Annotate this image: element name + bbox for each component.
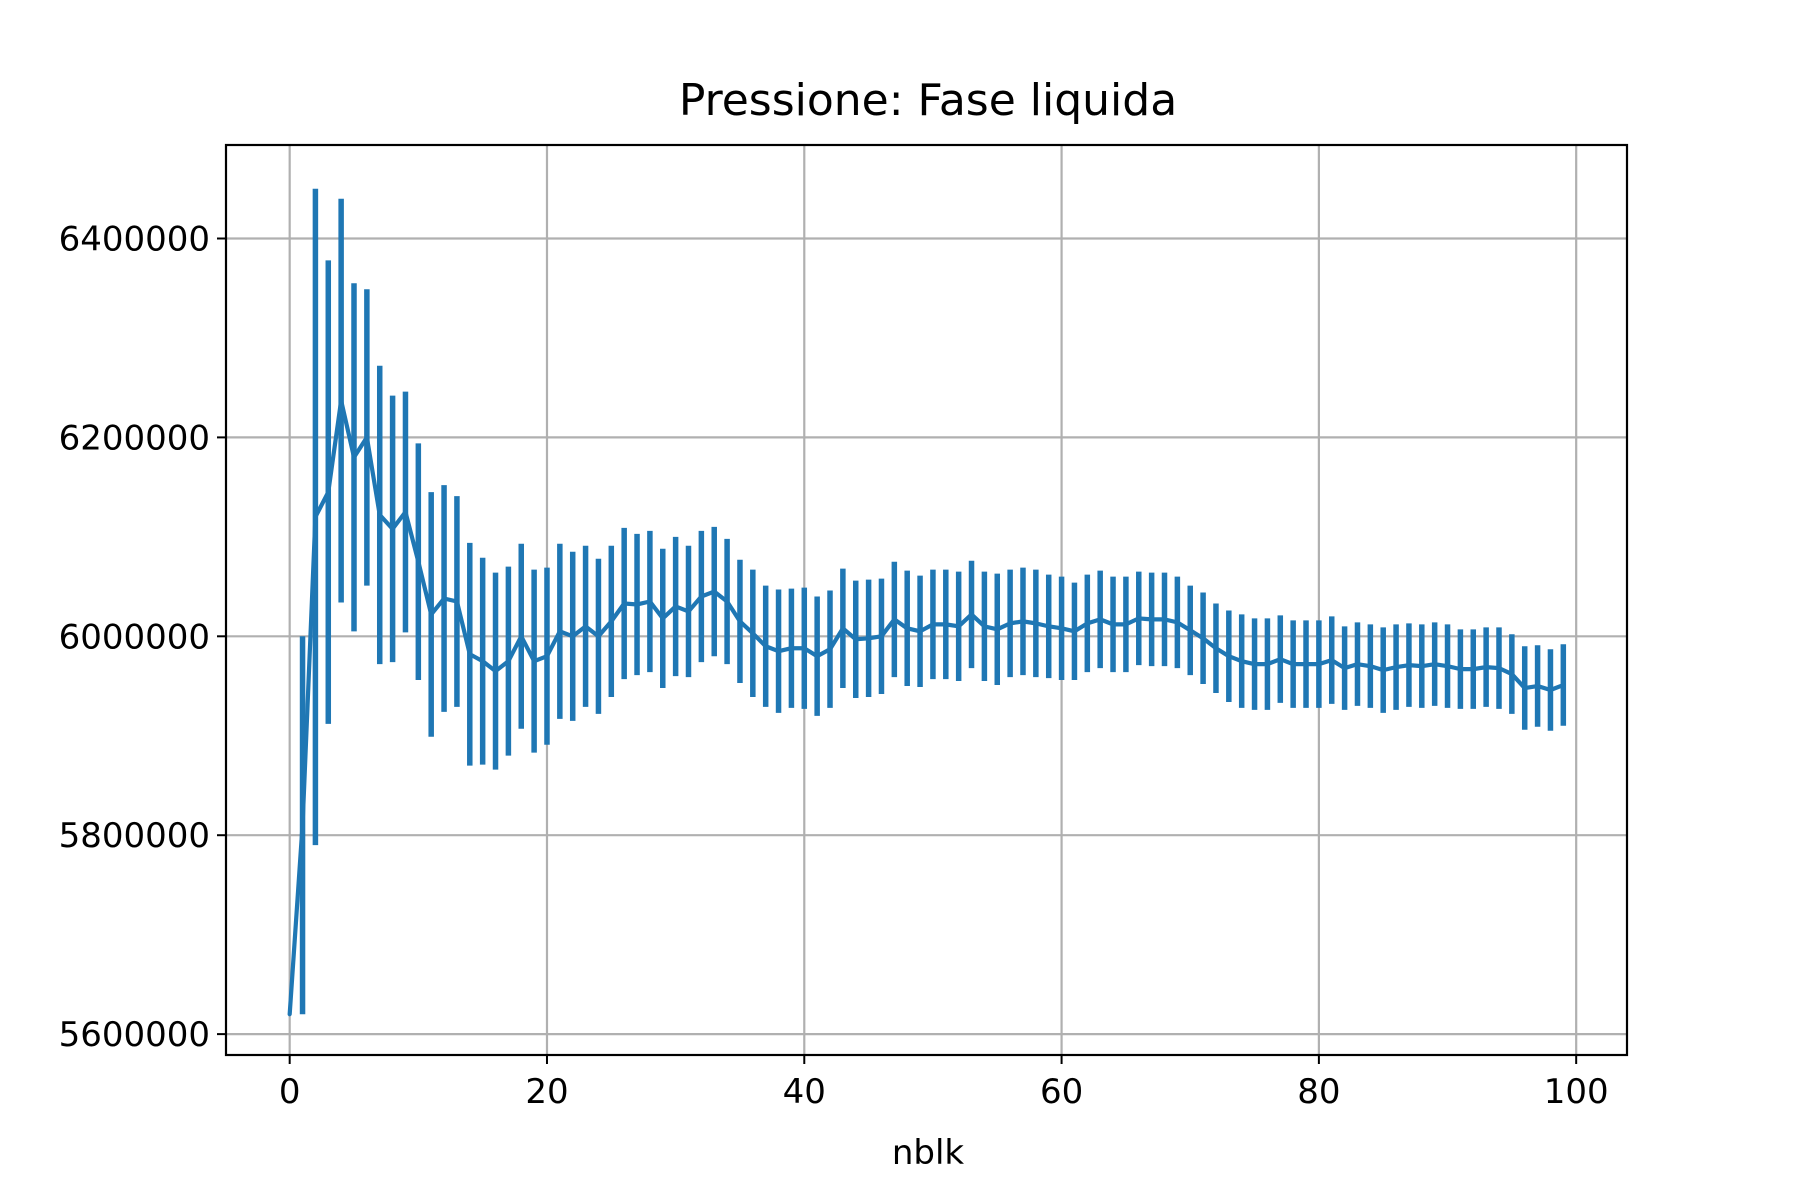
y-tick-label: 6200000 — [59, 418, 210, 458]
series-line-group — [287, 398, 1566, 1017]
series-line — [287, 398, 1566, 1017]
y-tick-label: 5800000 — [59, 816, 210, 856]
error-bars — [299, 188, 1567, 1015]
axis-ticks: 0 20 40 60 80 100 5600000 5800000 6000000 6200000… — [59, 219, 1609, 1112]
grid — [226, 145, 1627, 1055]
x-tick-label: 100 — [1544, 1072, 1609, 1112]
y-tick-label: 6000000 — [59, 617, 210, 657]
y-tick-label: 6400000 — [59, 219, 210, 259]
x-axis-label: nblk — [892, 1133, 965, 1173]
plot-area-frame — [224, 143, 1629, 1057]
y-tick-label: 5600000 — [59, 1015, 210, 1055]
chart-title: Pressione: Fase liquida — [679, 75, 1177, 126]
x-tick-label: 0 — [279, 1072, 301, 1112]
x-tick-label: 40 — [783, 1072, 826, 1112]
x-tick-label: 60 — [1040, 1072, 1083, 1112]
x-tick-label: 80 — [1297, 1072, 1340, 1112]
x-tick-label: 20 — [525, 1072, 568, 1112]
